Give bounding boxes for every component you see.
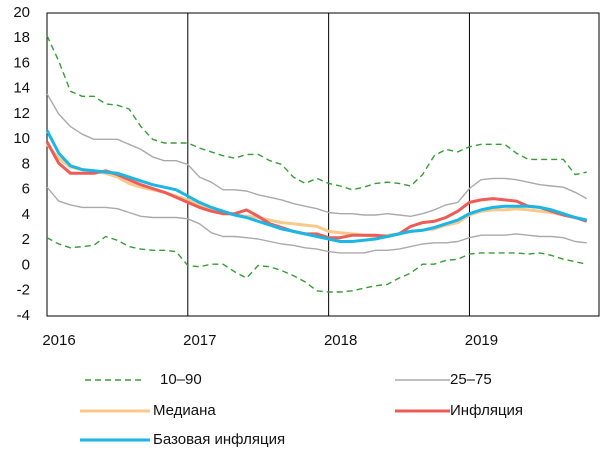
series-line	[46, 235, 587, 293]
y-tick-label: 6	[22, 181, 30, 198]
series-line	[46, 35, 587, 191]
legend-label: Базовая инфляция	[153, 431, 285, 448]
x-tick-label: 2019	[465, 332, 498, 349]
y-tick-label: 8	[22, 155, 30, 172]
x-tick-label: 2016	[42, 332, 75, 349]
y-tick-label: 18	[13, 29, 30, 46]
series-line	[45, 141, 588, 240]
x-tick-label: 2017	[183, 332, 216, 349]
series-line	[46, 93, 588, 217]
series-line	[45, 143, 588, 238]
y-tick-label: 0	[22, 256, 30, 273]
y-tick-label: 4	[22, 206, 30, 223]
y-tick-label: 10	[13, 130, 30, 147]
y-tick-label: 20	[13, 4, 30, 21]
y-tick-label: 14	[13, 80, 30, 97]
legend-label: Инфляция	[450, 402, 523, 419]
plot-frame	[46, 12, 600, 317]
series-line	[45, 129, 588, 243]
legend-label: 10–90	[160, 371, 202, 388]
legend-label: Медиана	[153, 402, 216, 419]
y-tick-label: 2	[22, 231, 30, 248]
y-tick-label: -2	[17, 282, 30, 299]
y-tick-label: 12	[13, 105, 30, 122]
legend-label: 25–75	[450, 371, 492, 388]
y-tick-label: 16	[13, 54, 30, 71]
x-tick-label: 2018	[324, 332, 357, 349]
y-tick-label: -4	[17, 307, 30, 324]
series-line	[46, 186, 587, 254]
